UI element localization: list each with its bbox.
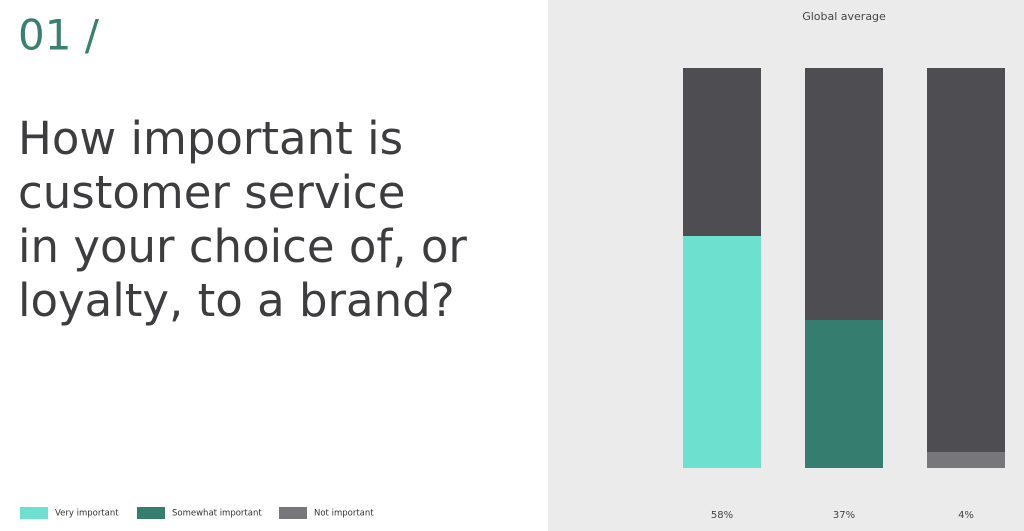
- legend-swatch: [137, 507, 165, 519]
- legend-swatch: [279, 507, 307, 519]
- question-line: loyalty, to a brand?: [18, 274, 455, 327]
- legend-label: Very important: [55, 509, 119, 519]
- bars: 58% 37% 4%: [683, 68, 1005, 521]
- value-label: 4%: [958, 510, 974, 521]
- chart-title: Global average: [802, 10, 886, 23]
- bar: [805, 320, 883, 468]
- value-label: 58%: [711, 510, 733, 521]
- bar: [927, 452, 1005, 468]
- question-line: How important is: [18, 112, 403, 165]
- question-line: customer service: [18, 166, 405, 219]
- bar: [683, 236, 761, 468]
- bar-track: [927, 68, 1005, 468]
- legend-label: Not important: [314, 509, 374, 519]
- legend: Very important Somewhat important Not impo…: [20, 507, 374, 519]
- value-label: 37%: [833, 510, 855, 521]
- question-line: in your choice of, or: [18, 220, 467, 273]
- section-number: 01 /: [18, 11, 100, 60]
- legend-label: Somewhat important: [172, 509, 262, 519]
- legend-swatch: [20, 507, 48, 519]
